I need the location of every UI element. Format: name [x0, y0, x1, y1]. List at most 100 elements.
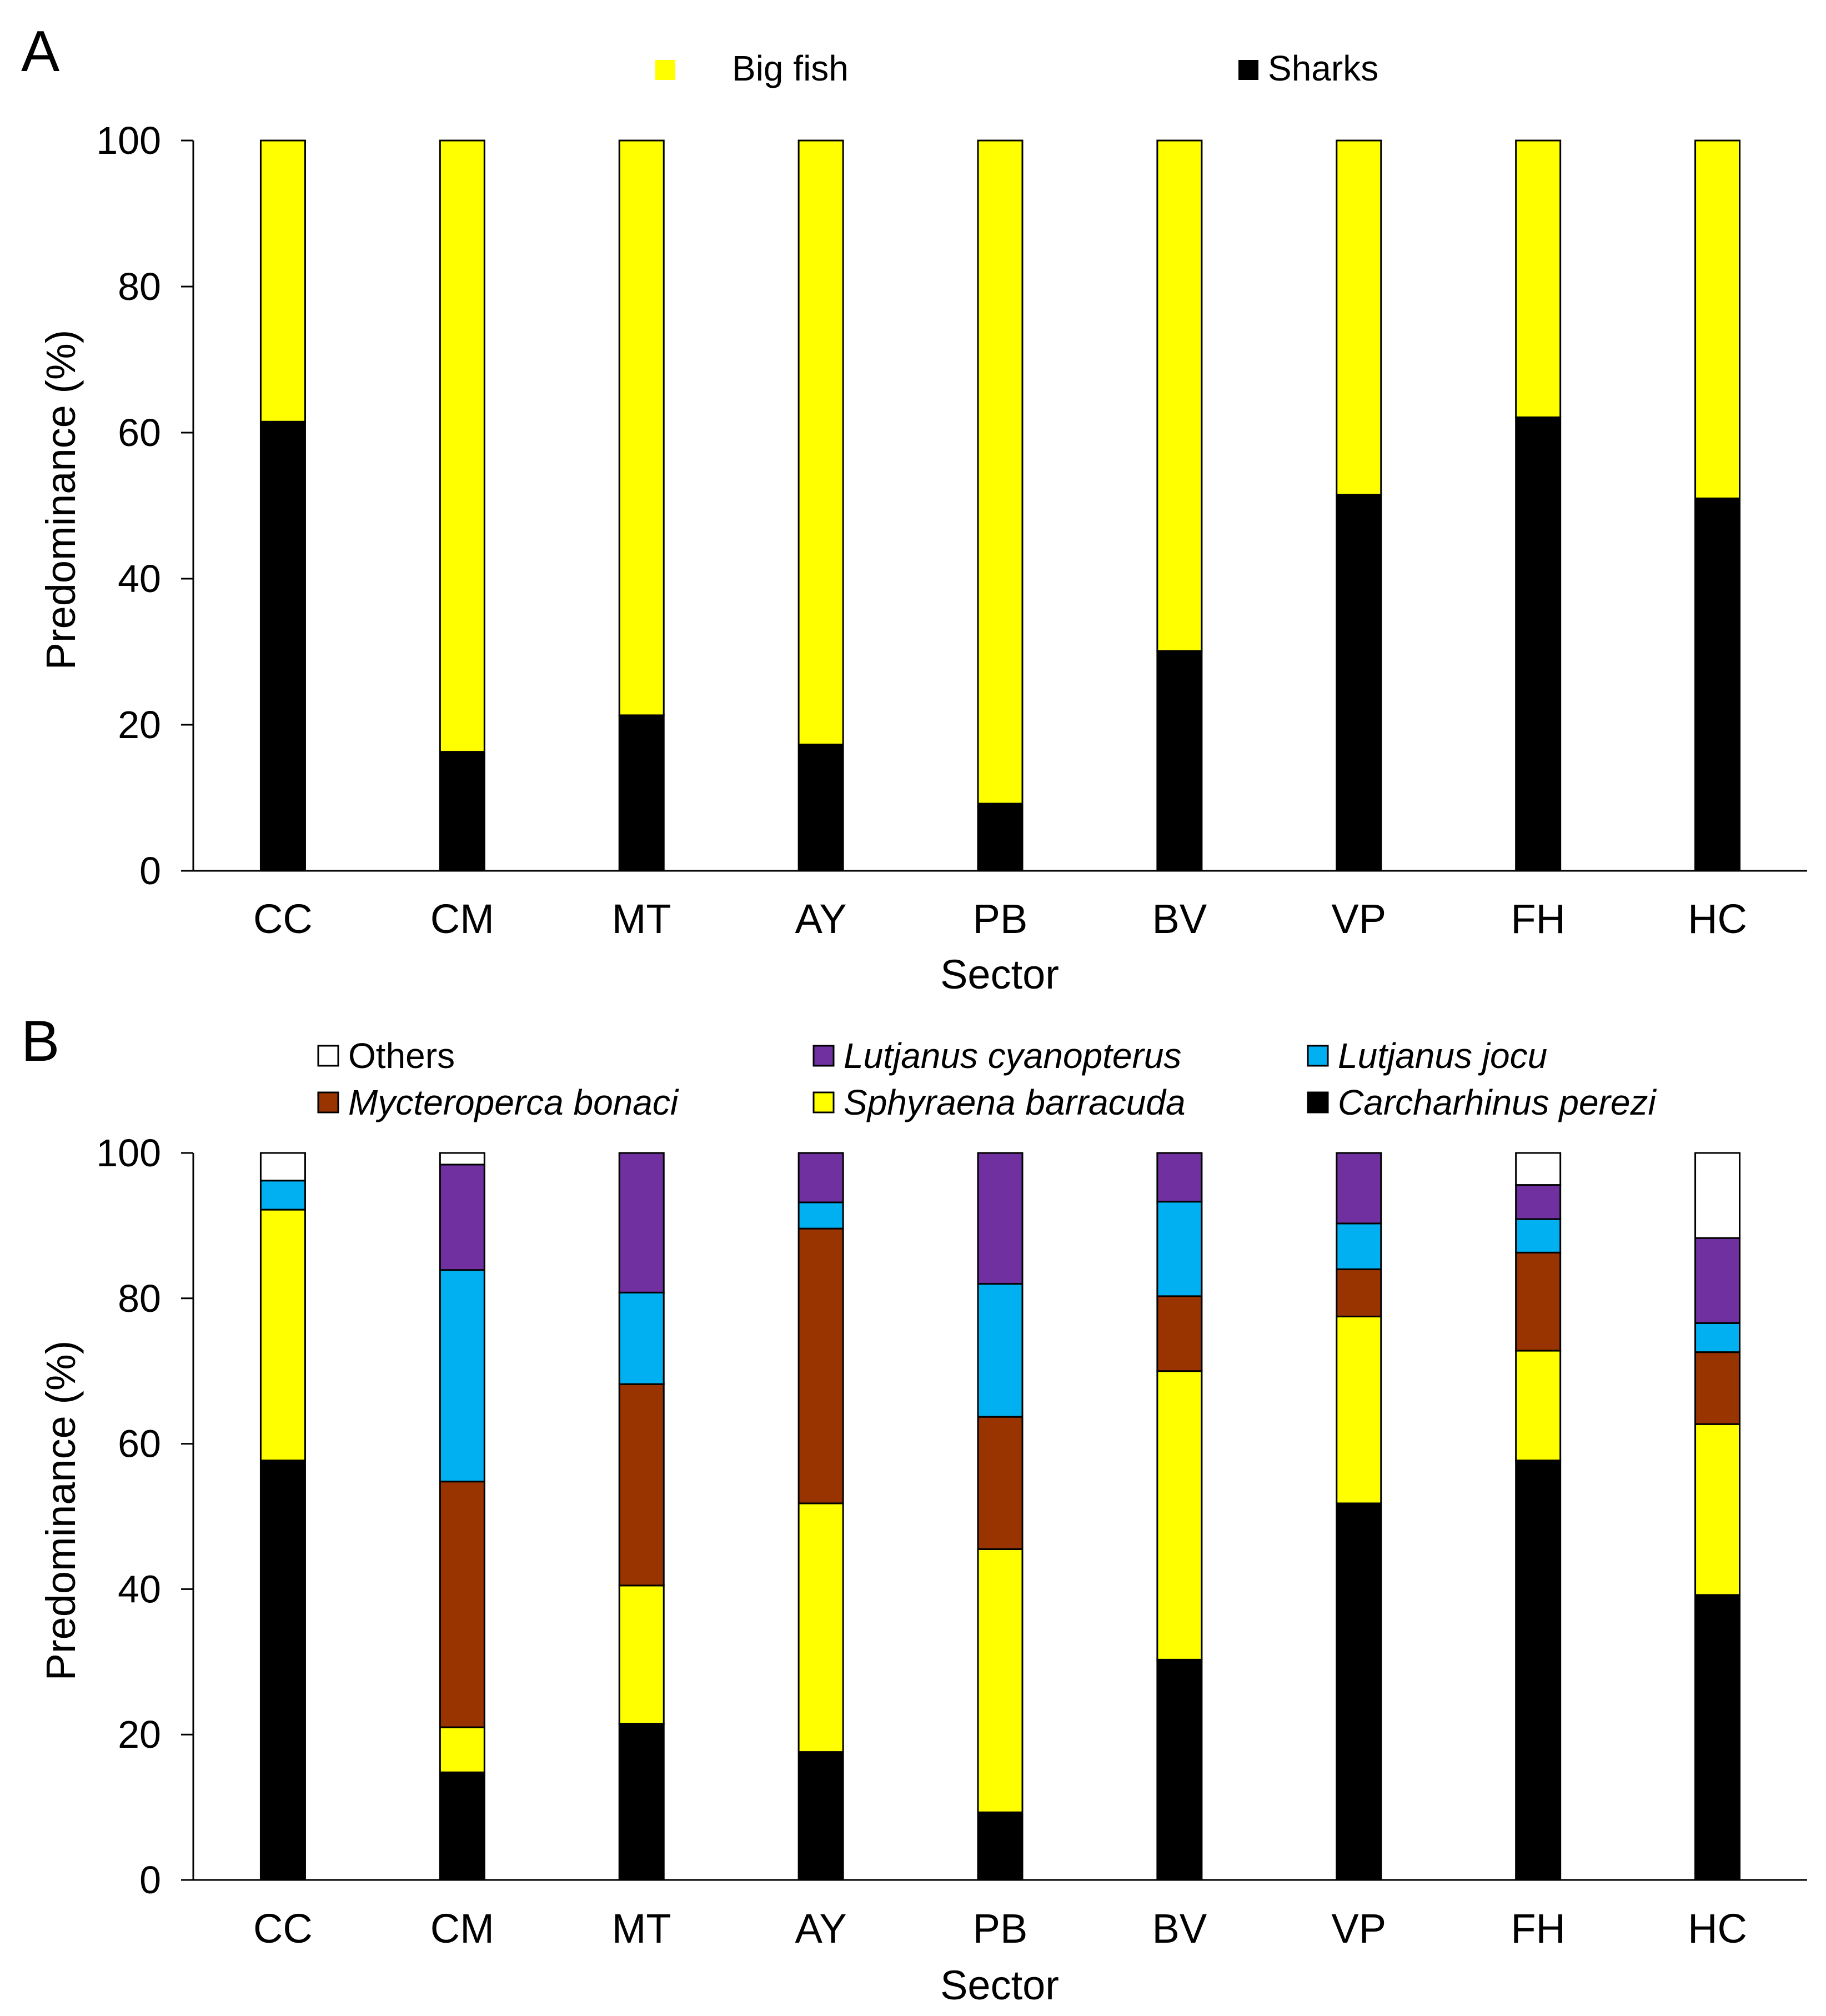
panel-b-bar-fh-lutjanus-jocu — [1515, 1218, 1562, 1253]
panel-b-legend: Others Lutjanus cyanopterus Lutjanus jocu M… — [317, 1036, 1657, 1122]
panel-b-bar-vp-lutjanus-jocu — [1336, 1222, 1382, 1270]
panel-a: A Big fish Sharks CC CM MT AY PB BV VP FH HC 0 20 40… — [21, 19, 1807, 997]
panel-a-bar-bv-big-fish — [1156, 139, 1203, 652]
panel-b-bar-ay-carcharhinus-perezi — [797, 1751, 844, 1881]
panel-a-bar-hc-big-fish — [1694, 139, 1741, 499]
panel-b-bar-ay-lutjanus-cyanopterus — [797, 1152, 844, 1203]
panel-a-x-tick-label: CM — [430, 896, 494, 942]
panel-b-label: B — [21, 1009, 59, 1074]
panel-a-plot: CC CM MT AY PB BV VP FH HC 0 20 40 60 80 100 — [96, 119, 1807, 942]
panel-b-bar-cm-others — [439, 1152, 485, 1166]
panel-b-bar-pb-carcharhinus-perezi — [977, 1811, 1024, 1881]
panel-a-x-axis-title: Sector — [940, 951, 1059, 997]
panel-b-bar-cm-mycteroperca-bonaci — [439, 1481, 485, 1728]
panel-b-bar-fh-sphyraena-barracuda — [1515, 1350, 1562, 1462]
panel-a-bar-ay-big-fish — [797, 139, 844, 746]
panel-a-y-tick-label: 100 — [96, 119, 161, 162]
panel-b-bar-mt-sphyraena-barracuda — [618, 1584, 665, 1725]
panel-b-x-tick-label: CC — [253, 1905, 313, 1952]
panel-b-bar-cm-lutjanus-jocu — [439, 1269, 485, 1483]
panel-b-bar-hc-sphyraena-barracuda — [1694, 1423, 1741, 1596]
panel-b-x-tick-label: AY — [795, 1905, 846, 1952]
panel-b-bar-fh-mycteroperca-bonaci — [1515, 1251, 1562, 1352]
panel-b-bar-hc-carcharhinus-perezi — [1694, 1594, 1741, 1881]
panel-a-bar-pb-big-fish — [977, 139, 1024, 805]
panel-b-bar-hc-lutjanus-jocu — [1694, 1322, 1741, 1353]
panel-a-bar-vp-sharks — [1336, 494, 1382, 872]
panel-b-bar-pb-mycteroperca-bonaci — [977, 1416, 1024, 1550]
panel-b-bar-cm-carcharhinus-perezi — [439, 1771, 485, 1881]
panel-a-legend-label-big-fish: Big fish — [732, 48, 849, 88]
panel-a-bar-cm-big-fish — [439, 139, 485, 753]
panel-b-bar-pb-lutjanus-cyanopterus — [977, 1152, 1024, 1285]
panel-a-legend: Big fish Sharks — [655, 48, 1378, 88]
panel-b-legend-label-others: Others — [348, 1036, 455, 1076]
panel-b-bar-hc-others — [1694, 1152, 1741, 1239]
panel-b-bar-hc-lutjanus-cyanopterus — [1694, 1237, 1741, 1324]
panel-b-bar-pb-lutjanus-jocu — [977, 1283, 1024, 1418]
panel-a-y-tick-label: 80 — [118, 265, 161, 308]
panel-b-legend-swatch-others — [317, 1045, 339, 1067]
panel-b-legend-swatch-mycteroperca-bonaci — [317, 1091, 339, 1114]
panel-b-y-tick-label: 40 — [118, 1567, 161, 1611]
panel-a-y-axis-title: Predominance (%) — [38, 330, 84, 670]
panel-a-bar-cc-big-fish — [259, 139, 306, 423]
panel-b-y-tick-label: 60 — [118, 1422, 161, 1466]
panel-a-bar-vp-big-fish — [1336, 139, 1382, 496]
panel-a-x-tick-label: VP — [1331, 896, 1386, 942]
panel-a-x-tick-label: CC — [253, 896, 313, 942]
panel-a-legend-swatch-big-fish — [655, 60, 675, 80]
panel-a-label: A — [21, 19, 60, 84]
panel-b-x-axis-title: Sector — [940, 1962, 1059, 2008]
panel-a-bar-mt-big-fish — [618, 139, 665, 716]
panel-a-x-tick-label: HC — [1688, 896, 1747, 942]
panel-a-x-tick-label: FH — [1511, 896, 1566, 942]
panel-a-bar-bv-sharks — [1156, 650, 1203, 872]
panel-b-legend-swatch-sphyraena-barracuda — [812, 1091, 835, 1114]
panel-b-legend-label-mycteroperca-bonaci: Mycteroperca bonaci — [348, 1082, 679, 1122]
panel-b-y-tick-label: 100 — [96, 1131, 161, 1175]
panel-b-bar-fh-lutjanus-cyanopterus — [1515, 1184, 1562, 1220]
panel-b-bar-ay-lutjanus-jocu — [797, 1201, 844, 1230]
panel-b-x-tick-label: VP — [1331, 1905, 1386, 1952]
panel-b-legend-label-carcharhinus-perezi: Carcharhinus perezi — [1338, 1082, 1657, 1122]
panel-b-plot: CC CM MT AY PB BV VP FH HC 0 20 40 60 80 100 — [96, 1131, 1807, 1952]
panel-a-bar-mt-sharks — [618, 714, 665, 872]
panel-b-legend-swatch-carcharhinus-perezi — [1307, 1091, 1329, 1114]
panel-b-x-tick-label: PB — [973, 1905, 1028, 1952]
panel-b-bar-bv-lutjanus-cyanopterus — [1156, 1152, 1203, 1203]
panel-b-bar-vp-carcharhinus-perezi — [1336, 1502, 1382, 1881]
panel-a-legend-swatch-sharks — [1238, 60, 1258, 80]
panel-a-bar-pb-sharks — [977, 803, 1024, 872]
panel-a-y-tick-label: 0 — [139, 849, 161, 892]
panel-b-bar-cc-sphyraena-barracuda — [259, 1208, 306, 1462]
panel-b-bar-fh-others — [1515, 1152, 1562, 1186]
panel-b-bar-mt-lutjanus-cyanopterus — [618, 1152, 665, 1293]
panel-a-y-tick-label: 60 — [118, 411, 161, 454]
panel-a-bar-ay-sharks — [797, 744, 844, 872]
panel-a-bar-hc-sharks — [1694, 497, 1741, 872]
panel-b-bar-bv-sphyraena-barracuda — [1156, 1370, 1203, 1661]
panel-b-bar-cc-others — [259, 1152, 306, 1182]
panel-a-x-tick-label: MT — [612, 896, 671, 942]
panel-b-bar-cc-carcharhinus-perezi — [259, 1460, 306, 1881]
panel-b-bar-mt-mycteroperca-bonaci — [618, 1383, 665, 1587]
panel-b-bar-vp-mycteroperca-bonaci — [1336, 1268, 1382, 1318]
panel-a-x-tick-label: PB — [973, 896, 1028, 942]
panel-b-legend-swatch-lutjanus-jocu — [1307, 1045, 1329, 1067]
panel-b-y-tick-label: 20 — [118, 1713, 161, 1756]
panel-b-x-tick-label: CM — [430, 1905, 494, 1952]
panel-b-bar-bv-carcharhinus-perezi — [1156, 1658, 1203, 1881]
panel-b-y-tick-label: 0 — [139, 1858, 161, 1902]
panel-b-bar-cm-lutjanus-cyanopterus — [439, 1164, 485, 1271]
panel-b-bar-cm-sphyraena-barracuda — [439, 1726, 485, 1773]
panel-b-x-tick-label: FH — [1511, 1905, 1566, 1952]
panel-a-bar-fh-sharks — [1515, 416, 1562, 872]
panel-b-x-tick-label: BV — [1152, 1905, 1207, 1952]
panel-b-bar-bv-mycteroperca-bonaci — [1156, 1295, 1203, 1372]
panel-a-bar-fh-big-fish — [1515, 139, 1562, 418]
panel-a-bar-cm-sharks — [439, 751, 485, 872]
panel-b-y-axis-title: Predominance (%) — [38, 1341, 84, 1681]
panel-b-bar-vp-lutjanus-cyanopterus — [1336, 1152, 1382, 1225]
